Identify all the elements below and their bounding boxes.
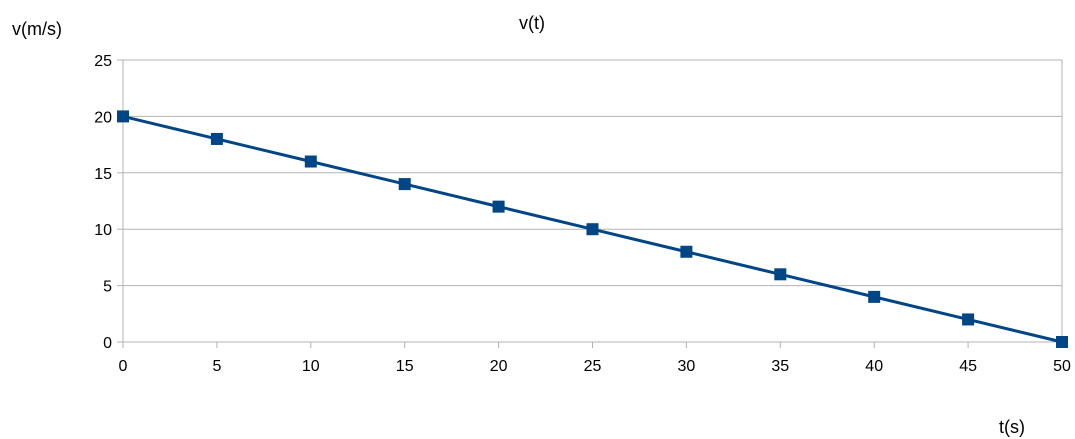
x-axis-label: t(s)	[999, 417, 1025, 437]
data-point	[492, 200, 505, 213]
data-point	[774, 268, 787, 281]
axes	[117, 59, 1063, 348]
chart-title: v(t)	[519, 13, 545, 33]
y-axis-label: v(m/s)	[12, 19, 62, 39]
data-point	[398, 178, 411, 191]
data-point	[1056, 336, 1068, 348]
x-tick-label: 35	[771, 358, 789, 375]
x-tick-label: 25	[584, 358, 602, 375]
data-point	[586, 223, 599, 236]
y-tick-label: 25	[94, 53, 112, 70]
data-point	[962, 313, 975, 326]
x-tick-label: 15	[396, 358, 414, 375]
y-tick-label: 0	[103, 335, 112, 352]
y-tick-label: 20	[94, 109, 112, 126]
x-tick-label: 10	[302, 358, 320, 375]
y-tick-labels: 0 5 10 15 20 25	[94, 53, 112, 352]
y-tick-label: 15	[94, 166, 112, 183]
x-tick-label: 30	[678, 358, 696, 375]
x-tick-label: 45	[959, 358, 977, 375]
y-tick-label: 10	[94, 222, 112, 239]
data-point	[304, 155, 317, 168]
data-point	[117, 110, 129, 123]
data-point	[680, 245, 693, 258]
x-tick-label: 20	[490, 358, 508, 375]
grid	[123, 59, 1063, 342]
data-point	[868, 290, 881, 303]
series-group	[117, 110, 1068, 348]
x-tick-label: 0	[119, 358, 128, 375]
data-point	[210, 132, 223, 145]
x-tick-label: 40	[865, 358, 883, 375]
x-tick-labels: 0 5 10 15 20 25 30 35 40 45 50	[119, 358, 1071, 375]
y-tick-label: 5	[103, 279, 112, 296]
x-tick-label: 50	[1053, 358, 1071, 375]
x-tick-label: 5	[212, 358, 221, 375]
